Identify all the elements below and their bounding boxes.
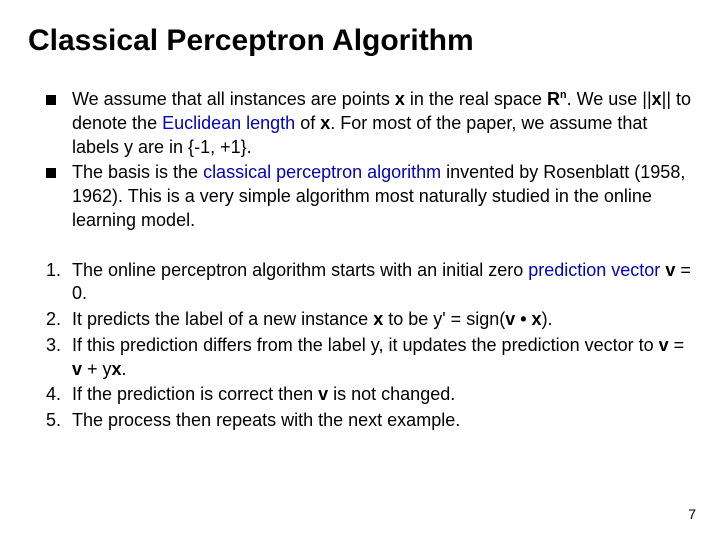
text: to be y' = sign( (383, 309, 505, 329)
text: = (669, 335, 685, 355)
text: ). (542, 309, 553, 329)
var-x: x (320, 113, 330, 133)
var-v: v (665, 260, 675, 280)
var-r: R (547, 89, 560, 109)
var-v: v (505, 309, 515, 329)
item-number: 1. (46, 259, 61, 283)
text: . (122, 359, 127, 379)
list-item: 1. The online perceptron algorithm start… (46, 259, 692, 307)
numbered-list: 1. The online perceptron algorithm start… (46, 259, 692, 433)
link-euclidean: Euclidean length (162, 113, 295, 133)
text: The basis is the (72, 162, 203, 182)
text: in the real space (405, 89, 547, 109)
list-item: 5. The process then repeats with the nex… (46, 409, 692, 433)
text: + y (82, 359, 112, 379)
item-number: 5. (46, 409, 61, 433)
link-prediction-vector: prediction vector (528, 260, 660, 280)
item-number: 3. (46, 334, 61, 358)
text: It predicts the label of a new instance (72, 309, 373, 329)
bullet-item: We assume that all instances are points … (46, 88, 692, 159)
item-number: 4. (46, 383, 61, 407)
text: If the prediction is correct then (72, 384, 318, 404)
var-x: x (373, 309, 383, 329)
link-perceptron: classical perceptron algorithm (203, 162, 441, 182)
text: If this prediction differs from the labe… (72, 335, 659, 355)
var-v: v (72, 359, 82, 379)
var-v: v (659, 335, 669, 355)
dot-op: • (515, 309, 531, 329)
text: The process then repeats with the next e… (72, 410, 460, 430)
bullet-item: The basis is the classical perceptron al… (46, 161, 692, 232)
text: We assume that all instances are points (72, 89, 395, 109)
page-number: 7 (688, 506, 696, 522)
var-rn-sup: n (560, 89, 567, 101)
var-v: v (318, 384, 328, 404)
var-x: x (652, 89, 662, 109)
text: The online perceptron algorithm starts w… (72, 260, 528, 280)
list-item: 2. It predicts the label of a new instan… (46, 308, 692, 332)
var-x: x (395, 89, 405, 109)
var-x: x (112, 359, 122, 379)
bullet-list: We assume that all instances are points … (46, 88, 692, 233)
text: is not changed. (328, 384, 455, 404)
list-item: 3. If this prediction differs from the l… (46, 334, 692, 382)
text: . We use || (567, 89, 652, 109)
slide-title: Classical Perceptron Algorithm (28, 24, 692, 58)
var-x: x (532, 309, 542, 329)
list-item: 4. If the prediction is correct then v i… (46, 383, 692, 407)
text: of (295, 113, 320, 133)
slide: Classical Perceptron Algorithm We assume… (0, 0, 720, 540)
item-number: 2. (46, 308, 61, 332)
